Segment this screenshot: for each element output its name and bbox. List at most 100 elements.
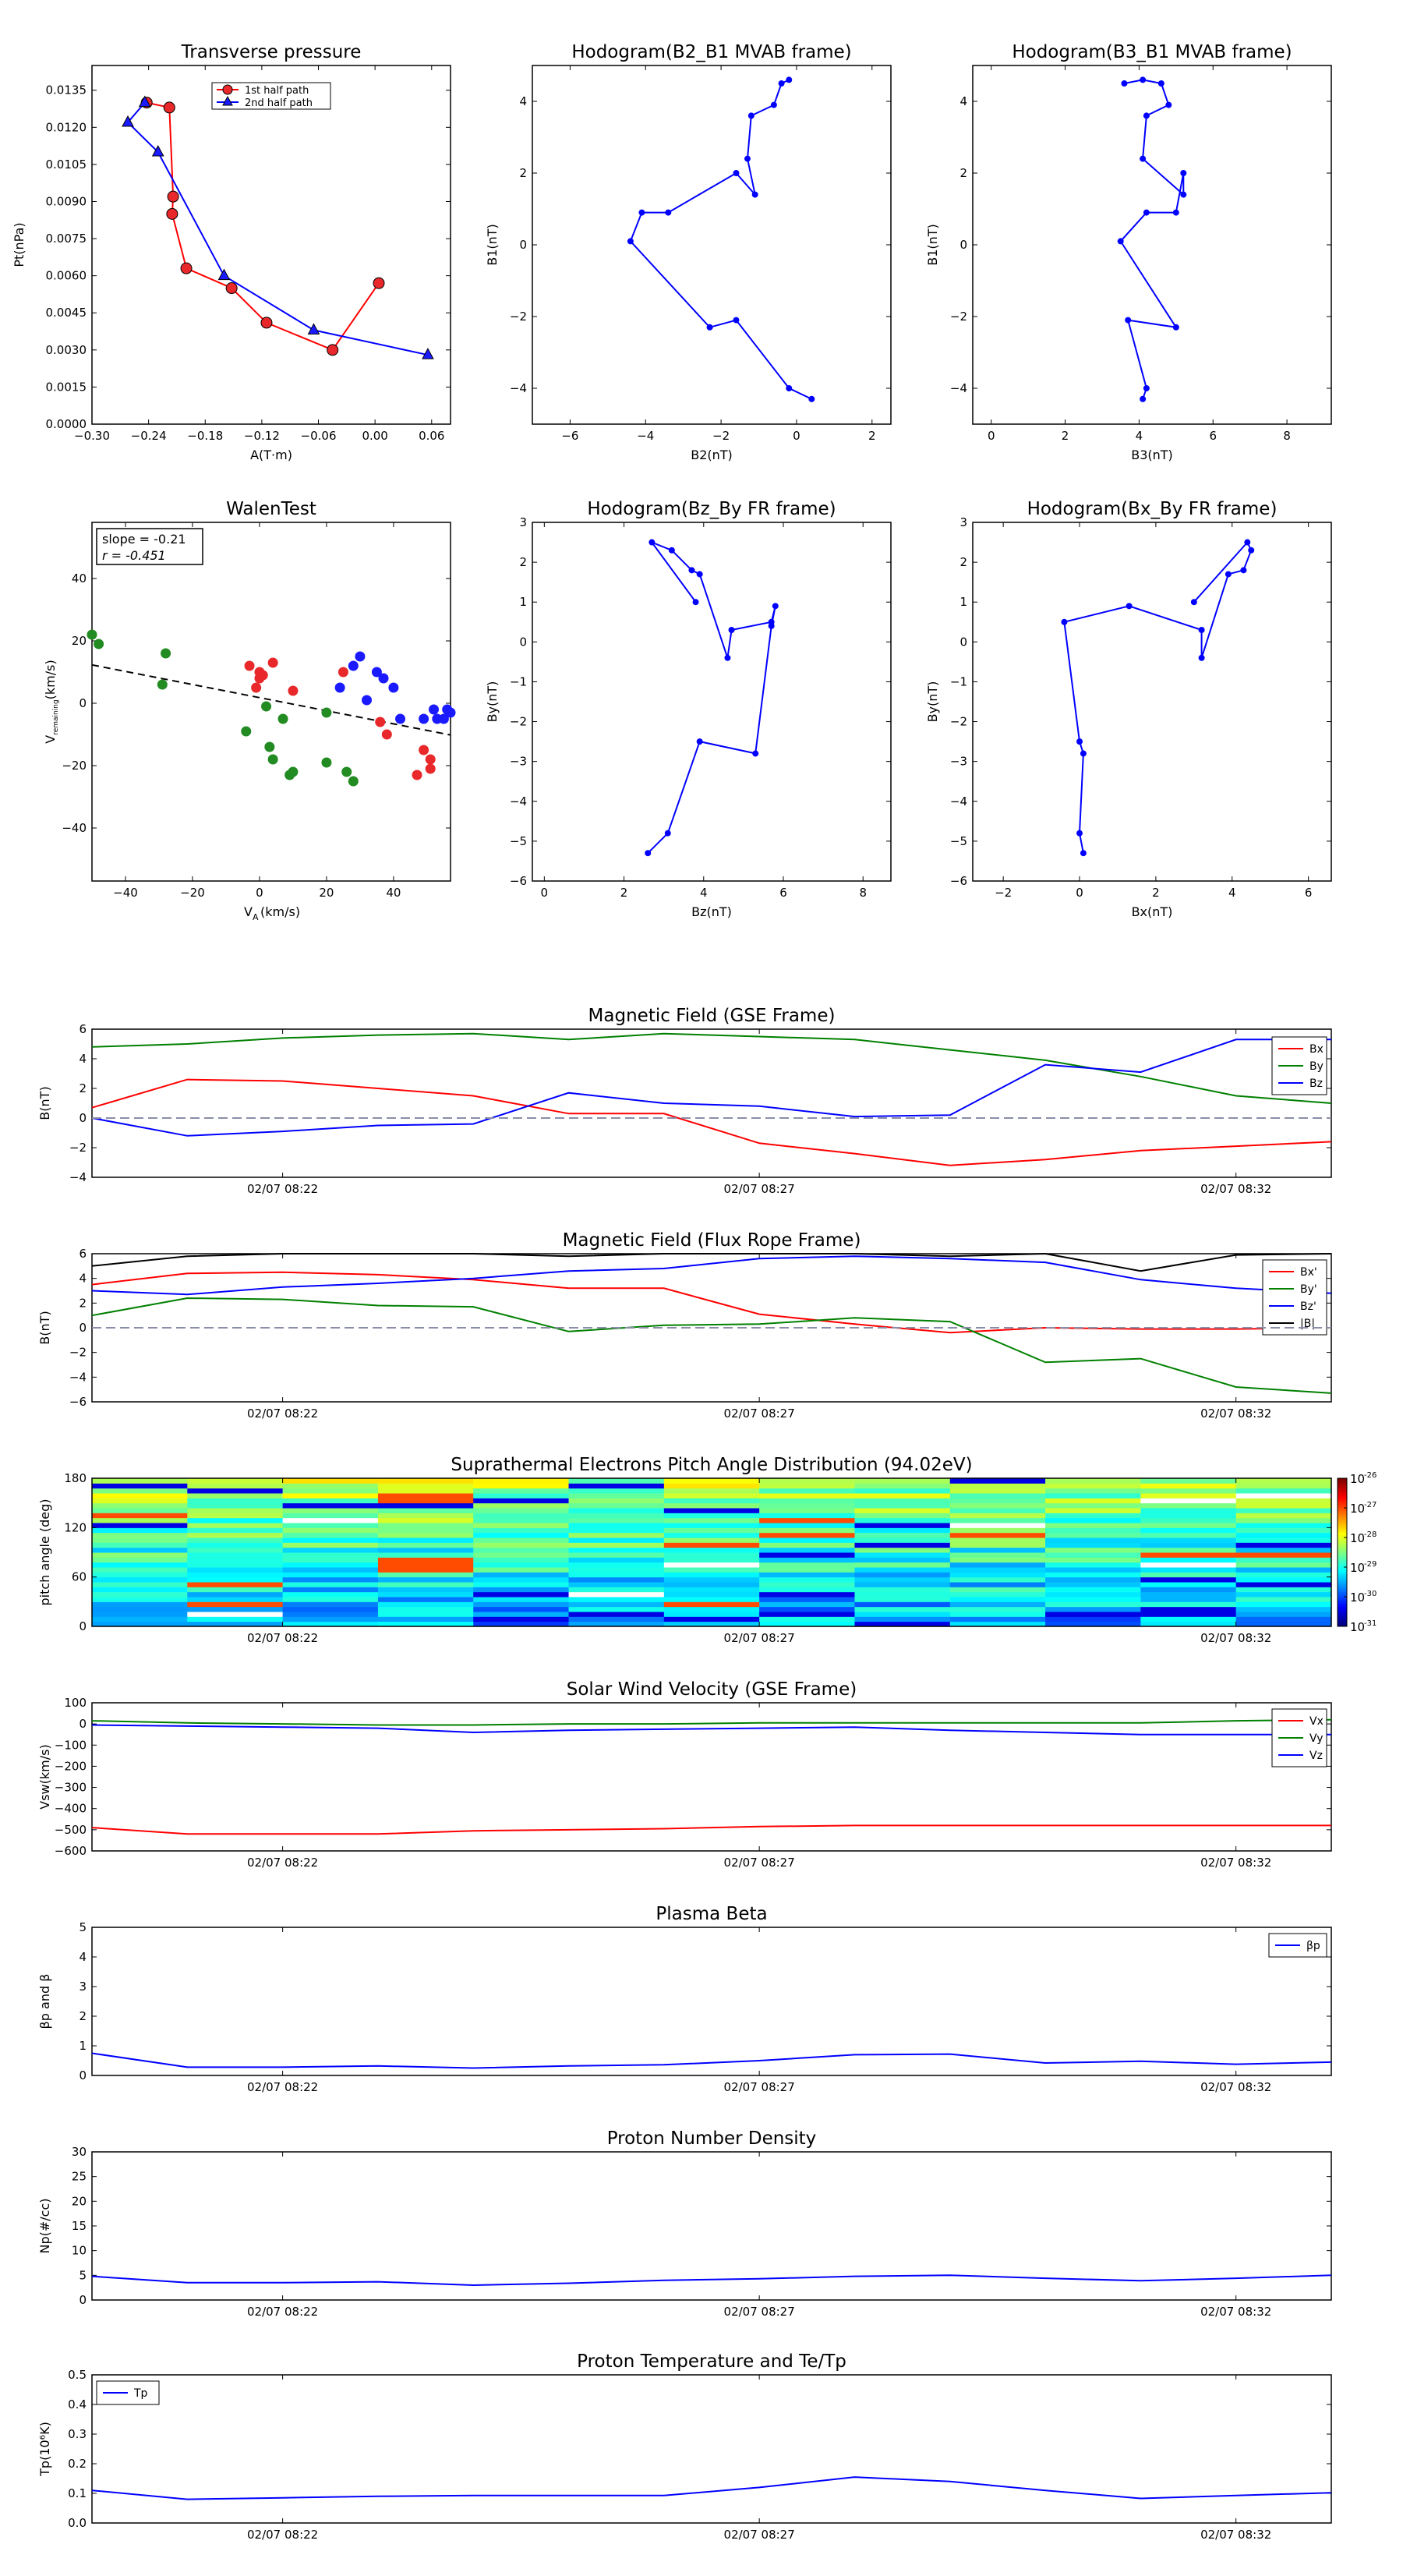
legend-label: 1st half path <box>245 85 309 97</box>
colorbar-tick-label: 10 <box>1350 1531 1365 1545</box>
heatmap-cell <box>473 1488 570 1494</box>
x-tick-label: −0.30 <box>74 429 110 443</box>
y-axis-label: By(nT) <box>485 681 500 723</box>
y-tick-label: −1 <box>950 674 967 688</box>
heatmap-cell <box>1045 1576 1141 1583</box>
x-axis-label: A(T·m) <box>250 448 292 462</box>
heatmap-cell <box>949 1547 1046 1553</box>
x-tick-label: 0.00 <box>362 429 387 443</box>
y-tick-label: 60 <box>72 1570 87 1584</box>
series-line-bx <box>91 1271 1332 1334</box>
heatmap-cell <box>759 1488 855 1494</box>
heatmap-cell <box>92 1542 188 1548</box>
heatmap-cell <box>949 1532 1046 1538</box>
heatmap-cell <box>854 1537 951 1543</box>
heatmap-cell <box>854 1488 951 1494</box>
y-tick-label: −2 <box>950 715 967 729</box>
x-tick-label: 02/07 08:32 <box>1200 2080 1271 2094</box>
hodogram-point <box>744 155 751 162</box>
colorbar-frame <box>1337 1477 1348 1627</box>
heatmap-cell <box>187 1606 284 1612</box>
solar-wind-velocity-axes: Solar Wind Velocity (GSE Frame) 02/07 08:… <box>37 1679 1332 1870</box>
hodogram-point <box>1248 547 1255 554</box>
heatmap-cell <box>187 1523 284 1528</box>
heatmap-cell <box>1235 1508 1332 1513</box>
y-axis-label: Tp(10⁶K) <box>37 2422 52 2477</box>
y-tick-label: 0.0060 <box>46 269 87 283</box>
y-tick-label: −40 <box>62 821 87 835</box>
heatmap-cell <box>759 1616 855 1622</box>
heatmap-cell <box>473 1498 570 1504</box>
heatmap-cell <box>854 1572 951 1578</box>
hodogram-point <box>1157 80 1164 87</box>
fit-annotation: slope = -0.21r = -0.451 <box>96 528 203 565</box>
heatmap-cell <box>1045 1508 1141 1513</box>
hodogram-point <box>664 830 671 837</box>
legend: Tp <box>96 2380 160 2405</box>
heatmap-cell <box>1140 1523 1237 1528</box>
colorbar-segment <box>1338 1597 1347 1600</box>
colorbar-segment <box>1338 1608 1347 1612</box>
heatmap-cell <box>92 1517 188 1523</box>
y-axis-label: By(nT) <box>925 681 940 723</box>
pitch-angle-distribution-axes: Suprathermal Electrons Pitch Angle Distr… <box>37 1455 1376 1645</box>
heatmap-cell <box>473 1562 570 1568</box>
heatmap-cell <box>663 1493 760 1499</box>
plot-frame <box>532 522 892 882</box>
heatmap-cell <box>949 1612 1046 1617</box>
heatmap-cell <box>854 1591 951 1598</box>
green-point <box>288 766 299 777</box>
green-point <box>241 726 252 737</box>
heatmap-cell <box>187 1612 284 1617</box>
heatmap-cell <box>377 1552 474 1558</box>
x-tick-label: −2 <box>995 886 1012 900</box>
heatmap-cell <box>663 1502 760 1509</box>
heatmap-cell <box>663 1508 760 1513</box>
legend-label: By <box>1309 1060 1323 1073</box>
heatmap-cell <box>187 1478 284 1484</box>
y-tick-label: 0.0090 <box>46 194 87 208</box>
heatmap-cell <box>949 1513 1046 1519</box>
heatmap-cell <box>568 1616 665 1622</box>
heatmap-cell <box>568 1498 665 1504</box>
hodogram-point <box>808 395 815 402</box>
transverse-pressure-axes: Transverse pressure −0.30 −0.24 −0.18 −0.12 −… <box>12 42 451 462</box>
heatmap-cell <box>759 1513 855 1519</box>
heatmap-cell <box>1140 1542 1237 1548</box>
colorbar-segment <box>1338 1505 1347 1509</box>
heatmap-cell <box>568 1582 665 1587</box>
plot-frame <box>91 2151 1332 2301</box>
y-axis-label: Pt(nPa) <box>12 222 27 267</box>
heatmap-cell <box>282 1621 379 1627</box>
y-tick-label: 2 <box>959 555 967 569</box>
heatmap-cell <box>568 1601 665 1608</box>
hodogram-point <box>1140 155 1147 162</box>
y-tick-label: 1 <box>519 595 527 609</box>
hodogram-bz-by-axes: Hodogram(Bz_By FR frame) 0 2 4 6 8 −6 −5 −4 −3 −2 −… <box>485 499 892 919</box>
x-axis-label: Bx(nT) <box>1132 904 1173 919</box>
colorbar-segment <box>1338 1488 1347 1491</box>
heatmap-cell <box>92 1612 188 1617</box>
x-tick-label: −40 <box>113 886 138 900</box>
heatmap-cell <box>854 1562 951 1568</box>
colorbar-segment <box>1338 1612 1347 1615</box>
heatmap-cell <box>1140 1597 1237 1602</box>
x-tick-label: 02/07 08:22 <box>247 2305 318 2319</box>
colorbar-segment <box>1338 1545 1347 1548</box>
heatmap-cell <box>854 1517 951 1523</box>
first-half-point <box>225 282 238 295</box>
red-point <box>419 745 429 755</box>
colorbar-segment <box>1338 1510 1347 1513</box>
hodogram-point <box>724 654 731 661</box>
heatmap-cell <box>759 1572 855 1578</box>
hodogram-point <box>768 618 775 625</box>
heatmap-cell <box>92 1562 188 1568</box>
heatmap-cell <box>282 1576 379 1583</box>
y-axis-label: βp and β <box>37 1974 52 2029</box>
heatmap-cell <box>473 1483 570 1489</box>
x-tick-label: 0 <box>988 429 995 443</box>
green-point <box>261 701 272 712</box>
colorbar-segment <box>1338 1549 1347 1553</box>
x-tick-label: −6 <box>561 429 578 443</box>
